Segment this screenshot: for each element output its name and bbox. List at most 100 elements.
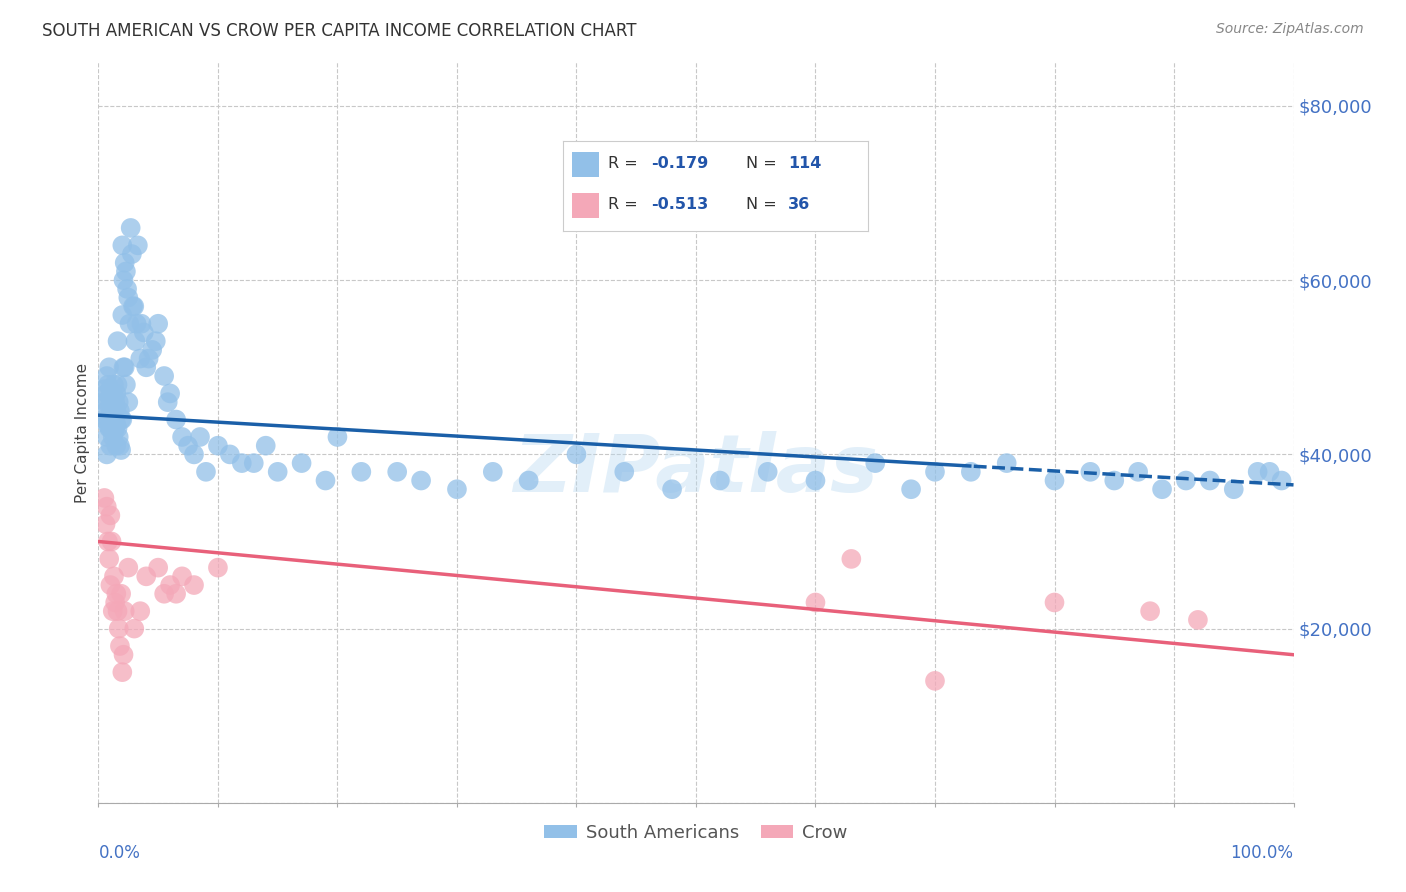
Text: SOUTH AMERICAN VS CROW PER CAPITA INCOME CORRELATION CHART: SOUTH AMERICAN VS CROW PER CAPITA INCOME… [42,22,637,40]
Point [129,604,152,618]
Point [98,408,122,422]
Point [481,465,505,479]
Point [120,221,142,235]
Point [243,456,266,470]
Point [93,491,115,505]
Point [96,369,118,384]
Point [100,534,122,549]
Legend: South Americans, Crow: South Americans, Crow [537,817,855,849]
Point [96,500,118,514]
Point [96,447,118,461]
Point [117,395,139,409]
Point [111,665,134,680]
Point [101,604,124,618]
Text: 0.0%: 0.0% [98,844,141,862]
Point [219,447,242,461]
Point [107,377,129,392]
Point [104,595,127,609]
Point [661,482,683,496]
Point [1043,474,1066,488]
Point [165,587,187,601]
Point [96,404,118,418]
Point [350,465,373,479]
Point [117,291,139,305]
Point [108,639,131,653]
Point [135,360,157,375]
Point [145,334,167,348]
FancyBboxPatch shape [572,194,599,219]
Point [112,273,135,287]
Point [131,317,153,331]
Point [207,439,229,453]
Point [111,412,134,426]
Point [1187,613,1209,627]
Point [183,447,205,461]
Point [103,425,125,440]
Point [1175,474,1198,488]
Point [96,430,118,444]
Text: 100.0%: 100.0% [1230,844,1294,862]
Point [124,334,146,348]
Text: -0.179: -0.179 [651,156,709,171]
Point [114,256,136,270]
Point [115,264,138,278]
Point [804,595,827,609]
Point [565,447,588,461]
Point [231,456,253,470]
Point [101,400,124,414]
Point [995,456,1018,470]
Point [960,465,983,479]
Point [112,360,135,375]
Point [115,377,138,392]
Point [1199,474,1222,488]
Point [127,238,149,252]
Point [103,412,125,426]
Point [411,474,433,488]
Point [1247,465,1270,479]
Point [148,317,170,331]
Point [105,587,128,601]
Point [122,299,145,313]
Point [117,560,139,574]
Point [132,326,155,340]
Point [103,569,125,583]
Point [1223,482,1246,496]
Point [1043,595,1066,609]
Point [159,386,181,401]
Point [156,395,179,409]
Point [385,465,409,479]
Point [125,317,148,331]
Point [165,412,187,426]
Point [924,673,946,688]
Point [107,334,129,348]
Text: R =: R = [609,197,643,212]
Point [613,465,636,479]
Point [97,377,120,392]
Point [93,412,115,426]
Point [93,395,115,409]
Text: Source: ZipAtlas.com: Source: ZipAtlas.com [1216,22,1364,37]
Point [112,648,135,662]
Point [267,465,290,479]
Point [98,552,121,566]
Point [1258,465,1281,479]
Point [114,604,136,618]
Point [98,382,122,396]
Point [121,247,143,261]
Point [1080,465,1102,479]
Point [93,382,115,396]
Point [865,456,887,470]
Point [118,317,141,331]
Text: N =: N = [745,197,782,212]
Point [153,369,176,384]
Point [124,622,146,636]
Point [188,430,211,444]
Point [900,482,922,496]
Point [96,417,118,431]
Point [172,569,194,583]
Point [96,386,118,401]
Point [98,395,122,409]
Point [124,299,146,313]
Point [110,443,132,458]
Point [110,412,132,426]
